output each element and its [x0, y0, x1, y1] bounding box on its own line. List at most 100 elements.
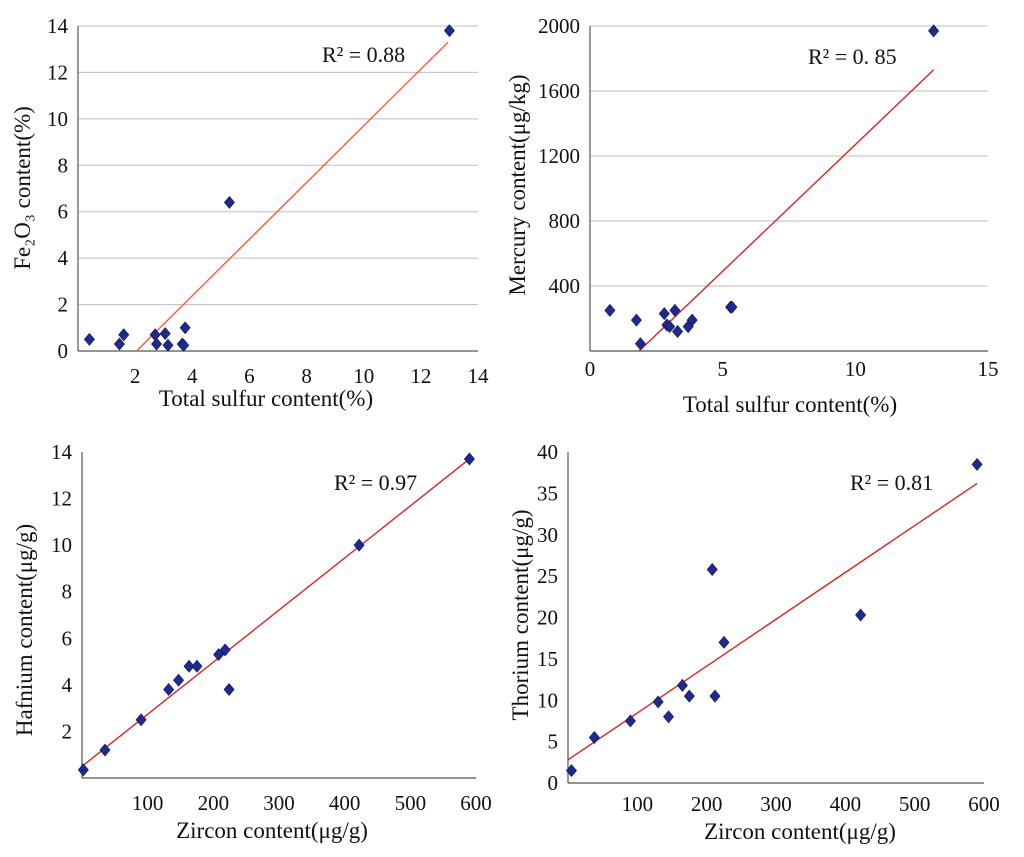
- thorium-data-point: [971, 457, 983, 471]
- mercury-data-point: [686, 313, 698, 327]
- fe2o3-trendline: [136, 41, 449, 352]
- mercury-data-point: [726, 300, 738, 314]
- thorium-data-point: [718, 635, 730, 649]
- hafnium-y-tick-label: 14: [51, 440, 73, 464]
- hafnium-r2-label: R² = 0.97: [334, 470, 417, 495]
- thorium-y-tick-label: 30: [537, 523, 558, 547]
- thorium-x-tick-label: 200: [691, 792, 723, 816]
- mercury-y-axis-title: Mercury content(μg/kg): [505, 74, 530, 295]
- fe2o3-y-tick-label: 6: [58, 200, 69, 224]
- hafnium-data-point: [463, 452, 475, 466]
- fe2o3-data-point: [223, 195, 235, 209]
- fe2o3-data-point: [443, 24, 455, 38]
- fe2o3-data-point: [162, 338, 174, 352]
- mercury-data-point: [664, 320, 676, 334]
- thorium-data-point: [565, 764, 577, 778]
- mercury-scatter-panel: 0 5 10 15 400 800 1200 1600 2000 R² = 0. 85 Tot…: [505, 14, 999, 417]
- thorium-data-point: [676, 678, 688, 692]
- mercury-y-tick-label: 400: [549, 274, 581, 298]
- mercury-data-point: [604, 303, 616, 317]
- fe2o3-y-tick-label: 8: [58, 153, 69, 177]
- thorium-y-tick-label: 25: [537, 564, 558, 588]
- mercury-x-tick-label: 5: [717, 357, 728, 381]
- fe2o3-data-point: [149, 328, 161, 342]
- thorium-x-tick-label: 500: [899, 792, 931, 816]
- fe2o3-y-tick-label: 4: [58, 246, 69, 270]
- fe2o3-y-tick-label: 2: [58, 293, 69, 317]
- fe2o3-scatter-panel: 2 4 6 8 10 12 14 0 2 4 6 8 10 12 14 R² = 0.88 Total s…: [10, 14, 489, 411]
- hafnium-x-tick-labels: 100 200 300 400 500 600: [132, 791, 492, 815]
- hafnium-y-tick-label: 6: [62, 626, 73, 650]
- mercury-x-tick-label: 0: [585, 357, 596, 381]
- mercury-r2-label: R² = 0. 85: [808, 44, 897, 69]
- thorium-x-tick-label: 300: [760, 792, 792, 816]
- mercury-y-tick-label: 1200: [538, 144, 580, 168]
- fe2o3-x-tick-labels: 2 4 6 8 10 12 14: [130, 364, 489, 388]
- thorium-data-point: [663, 710, 675, 724]
- hafnium-y-tick-label: 2: [62, 719, 73, 743]
- thorium-y-tick-label: 40: [537, 440, 558, 464]
- fe2o3-x-tick-label: 2: [130, 364, 141, 388]
- hafnium-x-tick-label: 500: [395, 791, 427, 815]
- thorium-data-point: [624, 714, 636, 728]
- fe2o3-data-point: [178, 338, 190, 352]
- thorium-y-tick-label: 0: [548, 771, 559, 795]
- mercury-trendline: [638, 69, 935, 352]
- hafnium-y-axis-title: Hafnium content(μg/g): [12, 524, 37, 736]
- hafnium-x-tick-label: 600: [460, 791, 492, 815]
- thorium-x-tick-label: 600: [968, 792, 1000, 816]
- mercury-data-point: [928, 24, 940, 38]
- mercury-data-point: [630, 313, 642, 327]
- hafnium-data-points: [77, 452, 475, 777]
- hafnium-data-point: [163, 683, 175, 696]
- hafnium-x-tick-label: 200: [198, 791, 230, 815]
- hafnium-y-tick-labels: 2 4 6 8 10 12 14: [51, 440, 73, 743]
- fe2o3-data-point: [179, 321, 191, 335]
- fe2o3-x-axis-title: Total sulfur content(%): [159, 386, 373, 411]
- mercury-y-tick-labels: 400 800 1200 1600 2000: [538, 14, 580, 298]
- mercury-gridlines: [590, 25, 988, 287]
- hafnium-data-point: [223, 683, 235, 696]
- thorium-r2-label: R² = 0.81: [850, 470, 933, 495]
- thorium-data-point: [652, 695, 664, 709]
- fe2o3-data-points: [83, 24, 455, 352]
- hafnium-y-tick-label: 4: [62, 673, 73, 697]
- hafnium-data-point: [191, 659, 203, 673]
- mercury-y-tick-label: 800: [549, 209, 581, 233]
- hafnium-x-tick-label: 300: [263, 791, 295, 815]
- hafnium-x-tick-label: 100: [132, 791, 164, 815]
- fe2o3-gridlines: [78, 25, 478, 306]
- mercury-x-tick-labels: 0 5 10 15: [585, 357, 999, 381]
- hafnium-trendline: [81, 458, 470, 767]
- mercury-data-point: [669, 303, 681, 317]
- fe2o3-x-tick-label: 6: [244, 364, 255, 388]
- hafnium-x-tick-label: 400: [329, 791, 361, 815]
- thorium-y-tick-label: 20: [537, 606, 558, 630]
- thorium-x-tick-label: 100: [622, 792, 654, 816]
- thorium-x-axis-title: Zircon content(μg/g): [704, 819, 896, 844]
- fe2o3-data-point: [113, 337, 125, 351]
- thorium-data-point: [855, 608, 867, 622]
- thorium-data-points: [565, 457, 983, 778]
- thorium-data-point: [706, 563, 718, 576]
- thorium-y-tick-label: 15: [537, 647, 558, 671]
- mercury-x-axis-title: Total sulfur content(%): [683, 392, 897, 417]
- hafnium-data-point: [183, 659, 195, 673]
- thorium-y-tick-label: 5: [548, 730, 559, 754]
- fe2o3-data-point: [159, 327, 171, 341]
- fe2o3-x-tick-label: 4: [187, 364, 198, 388]
- mercury-x-tick-label: 15: [978, 357, 999, 381]
- hafnium-data-point: [99, 743, 111, 757]
- thorium-y-axis-title: Thorium content(μg/g): [508, 510, 533, 721]
- thorium-data-point: [683, 689, 695, 703]
- thorium-y-tick-label: 10: [537, 688, 558, 712]
- fe2o3-x-tick-label: 14: [468, 364, 490, 388]
- fe2o3-x-tick-label: 8: [301, 364, 312, 388]
- hafnium-data-point: [135, 713, 147, 727]
- hafnium-data-point: [353, 538, 365, 552]
- fe2o3-data-point: [151, 337, 163, 351]
- fe2o3-y-tick-label: 10: [47, 107, 68, 131]
- mercury-data-point: [634, 337, 646, 351]
- thorium-y-tick-labels: 0 5 10 15 20 25 30 35 40: [537, 440, 558, 795]
